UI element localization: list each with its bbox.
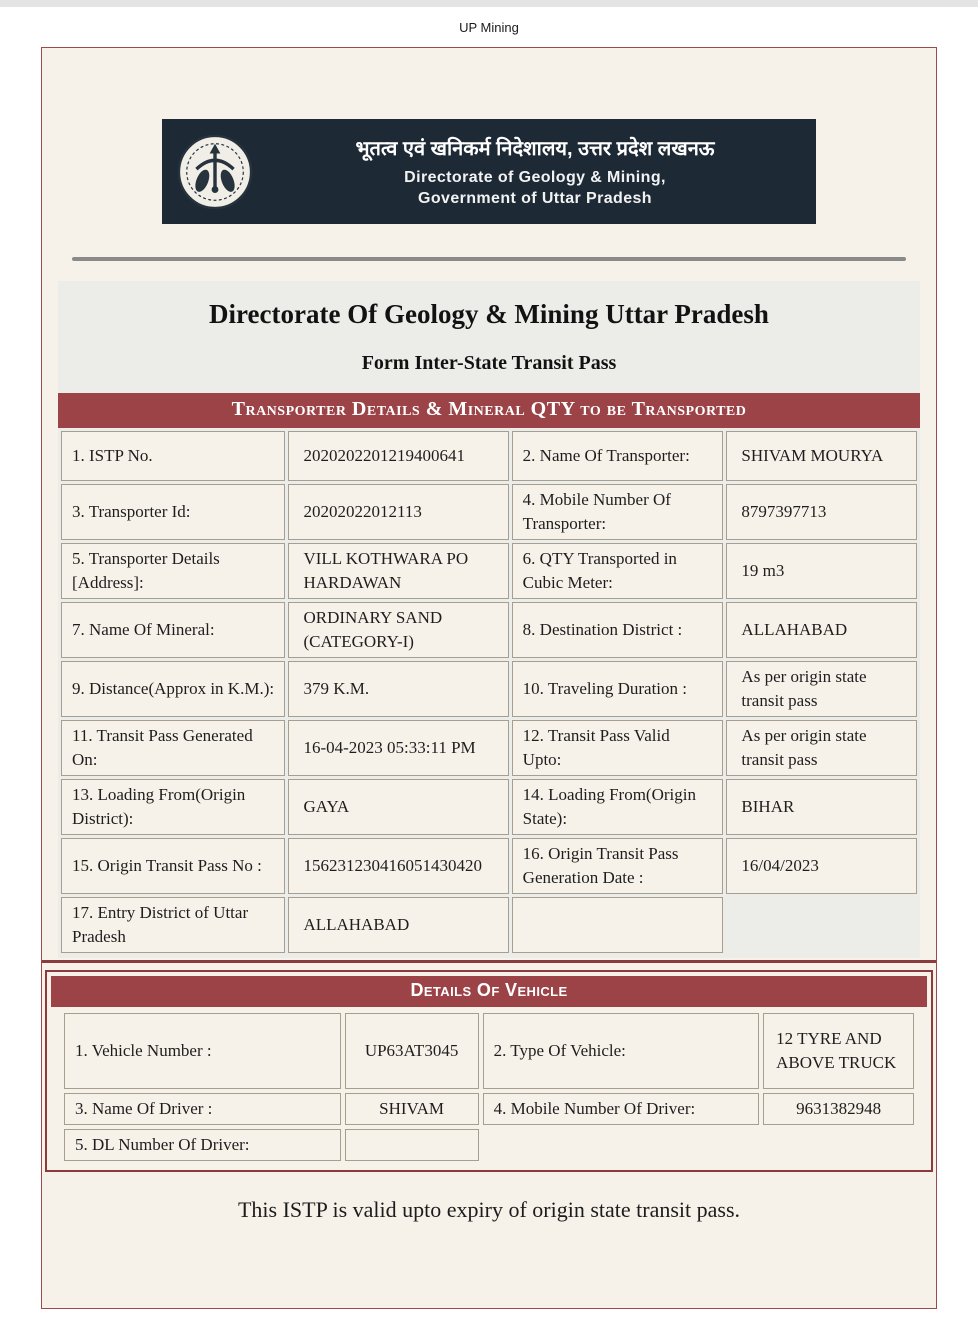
form-title: Form Inter-State Transit Pass (361, 352, 617, 374)
field-value: As per origin state transit pass (726, 720, 917, 776)
field-label: 10. Traveling Duration : (511, 661, 724, 717)
top-strip (0, 0, 978, 7)
field-label: 4. Mobile Number Of Driver: (482, 1093, 760, 1125)
table-row: 9. Distance(Approx in K.M.): 379 K.M. 10. … (61, 661, 917, 717)
field-label: 13. Loading From(Origin District): (61, 779, 286, 835)
vehicle-section-banner: Details Of Vehicle (51, 976, 927, 1007)
field-label: 17. Entry District of Uttar Pradesh (61, 897, 286, 953)
table-row: 11. Transit Pass Generated On: 16-04-2023… (61, 720, 917, 776)
field-label: 2. Type Of Vehicle: (482, 1013, 760, 1089)
field-label: 6. QTY Transported in Cubic Meter: (511, 543, 724, 599)
field-value: 20202022012113 (288, 484, 509, 540)
field-value: 379 K.M. (288, 661, 509, 717)
validity-note: This ISTP is valid upto expiry of origin… (237, 1197, 741, 1222)
transit-pass-document: भूतत्व एवं खनिकर्म निदेशालय, उत्तर प्रदे… (41, 47, 937, 1309)
field-value: As per origin state transit pass (726, 661, 917, 717)
field-value: ORDINARY SAND (CATEGORY-I) (288, 602, 509, 658)
field-value: 156231230416051430420 (288, 838, 509, 894)
up-emblem-icon (176, 133, 254, 211)
field-value: SHIVAM (344, 1093, 479, 1125)
table-row: 7. Name Of Mineral: ORDINARY SAND (CATEGO… (61, 602, 917, 658)
table-row: 3. Name Of Driver : SHIVAM 4. Mobile Numbe… (64, 1093, 914, 1125)
gov-title-english-line1: Directorate of Geology & Mining, (404, 169, 666, 186)
divider-rule (72, 257, 906, 261)
gov-title-english-line2: Government of Uttar Pradesh (418, 190, 652, 207)
field-label: 7. Name Of Mineral: (61, 602, 286, 658)
field-value: SHIVAM MOURYA (726, 431, 917, 481)
field-label: 1. Vehicle Number : (64, 1013, 341, 1089)
table-row: 5. DL Number Of Driver: (64, 1129, 914, 1161)
vehicle-section: Details Of Vehicle 1. Vehicle Number : UP… (45, 970, 933, 1172)
field-label (511, 897, 724, 953)
table-row: 13. Loading From(Origin District): GAYA 14… (61, 779, 917, 835)
field-value: ALLAHABAD (726, 602, 917, 658)
field-label: 14. Loading From(Origin State): (511, 779, 724, 835)
field-value: 12 TYRE AND ABOVE TRUCK (763, 1013, 914, 1089)
field-label: 3. Name Of Driver : (64, 1093, 341, 1125)
field-value: GAYA (288, 779, 509, 835)
field-value: 16/04/2023 (726, 838, 917, 894)
field-value: 2020202201219400641 (288, 431, 509, 481)
field-label: 15. Origin Transit Pass No : (61, 838, 286, 894)
section-divider (42, 960, 936, 963)
field-value: VILL KOTHWARA PO HARDAWAN (288, 543, 509, 599)
transporter-table: 1. ISTP No. 2020202201219400641 2. Name Of… (58, 428, 920, 956)
transporter-section-banner: Transporter Details & Mineral QTY to be … (58, 393, 920, 428)
field-label: 12. Transit Pass Valid Upto: (511, 720, 724, 776)
field-label: 4. Mobile Number Of Transporter: (511, 484, 724, 540)
field-value: 16-04-2023 05:33:11 PM (288, 720, 509, 776)
table-row: 1. Vehicle Number : UP63AT3045 2. Type Of … (64, 1013, 914, 1089)
field-value: ALLAHABAD (288, 897, 509, 953)
table-row: 15. Origin Transit Pass No :156231230416… (61, 838, 917, 894)
document-title: Directorate Of Geology & Mining Uttar Pr… (209, 299, 769, 329)
gov-header-text: भूतत्व एवं खनिकर्म निदेशालय, उत्तर प्रदे… (268, 134, 802, 209)
field-label: 5. Transporter Details [Address]: (61, 543, 286, 599)
field-label: 9. Distance(Approx in K.M.): (61, 661, 286, 717)
field-value: 9631382948 (763, 1093, 914, 1125)
field-label: 1. ISTP No. (61, 431, 286, 481)
table-row: 3. Transporter Id: 20202022012113 4. Mobil… (61, 484, 917, 540)
gov-header-banner: भूतत्व एवं खनिकर्म निदेशालय, उत्तर प्रदे… (162, 119, 816, 224)
window-title: UP Mining (459, 20, 519, 35)
field-value: BIHAR (726, 779, 917, 835)
field-label: 8. Destination District : (511, 602, 724, 658)
field-label: 2. Name Of Transporter: (511, 431, 724, 481)
table-row: 1. ISTP No. 2020202201219400641 2. Name Of… (61, 431, 917, 481)
table-row: 17. Entry District of Uttar Pradesh ALLAH… (61, 897, 917, 953)
field-value: 19 m3 (726, 543, 917, 599)
table-row: 5. Transporter Details [Address]: VILL KO… (61, 543, 917, 599)
field-value: 8797397713 (726, 484, 917, 540)
gov-title-hindi: भूतत्व एवं खनिकर्म निदेशालय, उत्तर प्रदे… (355, 138, 715, 160)
field-label: 5. DL Number Of Driver: (64, 1129, 341, 1161)
field-value: UP63AT3045 (344, 1013, 479, 1089)
field-label: 3. Transporter Id: (61, 484, 286, 540)
field-label: 16. Origin Transit Pass Generation Date … (511, 838, 724, 894)
vehicle-table: 1. Vehicle Number : UP63AT3045 2. Type Of … (60, 1009, 918, 1165)
field-value (344, 1129, 479, 1161)
field-label: 11. Transit Pass Generated On: (61, 720, 286, 776)
transporter-section: Directorate Of Geology & Mining Uttar Pr… (58, 281, 920, 958)
